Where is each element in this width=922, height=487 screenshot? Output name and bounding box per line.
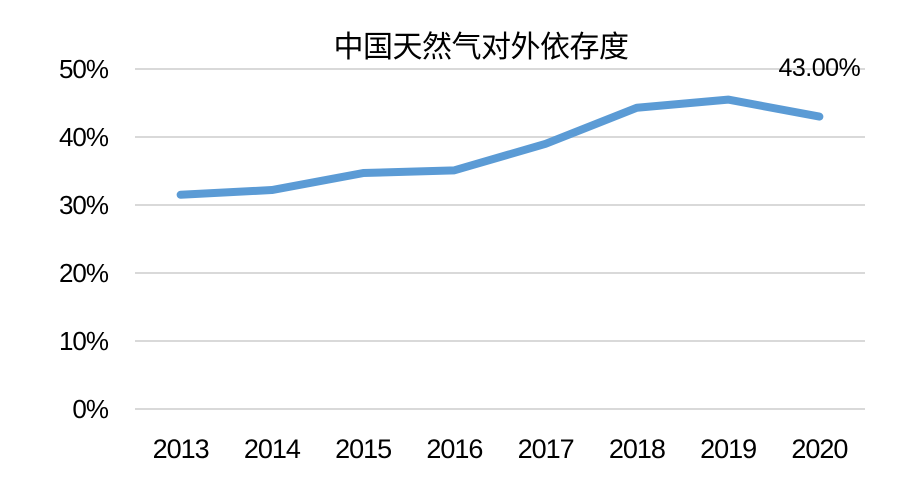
x-axis-tick-label: 2019	[700, 434, 757, 464]
gridlines	[135, 68, 865, 410]
y-axis-tick-label: 50%	[58, 54, 109, 84]
x-axis-tick-label: 2020	[791, 434, 848, 464]
y-axis-tick-label: 30%	[58, 190, 109, 220]
x-axis-tick-label: 2015	[335, 434, 392, 464]
x-axis-tick-label: 2013	[152, 434, 210, 464]
y-axis-tick-label: 40%	[58, 122, 109, 152]
y-axis-tick-label: 10%	[58, 326, 109, 356]
x-axis-tick-label: 2018	[608, 434, 666, 464]
x-axis-tick-label: 2014	[243, 434, 301, 464]
y-axis-tick-label: 20%	[58, 258, 109, 288]
y-axis-tick-label: 0%	[72, 394, 109, 424]
chart-title: 中国天然气对外依存度	[333, 31, 630, 64]
series-line	[176, 95, 824, 199]
last-point-data-label: 43.00%	[778, 54, 861, 82]
x-axis-tick-label: 2017	[517, 434, 575, 464]
x-axis-tick-label: 2016	[426, 434, 483, 464]
